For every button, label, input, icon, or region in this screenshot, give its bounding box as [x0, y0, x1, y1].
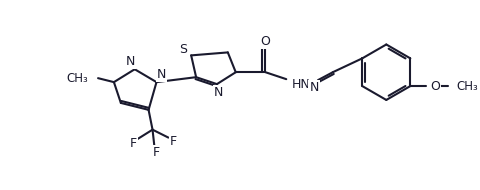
Text: N: N: [309, 81, 318, 94]
Text: N: N: [156, 68, 166, 81]
Text: HN: HN: [291, 78, 310, 91]
Text: S: S: [179, 43, 187, 56]
Text: F: F: [130, 137, 137, 150]
Text: F: F: [169, 135, 177, 148]
Text: N: N: [214, 86, 223, 99]
Text: O: O: [429, 80, 439, 93]
Text: N: N: [126, 55, 135, 68]
Text: CH₃: CH₃: [455, 80, 477, 93]
Text: O: O: [260, 35, 270, 48]
Text: CH₃: CH₃: [66, 72, 88, 85]
Text: F: F: [153, 146, 160, 159]
